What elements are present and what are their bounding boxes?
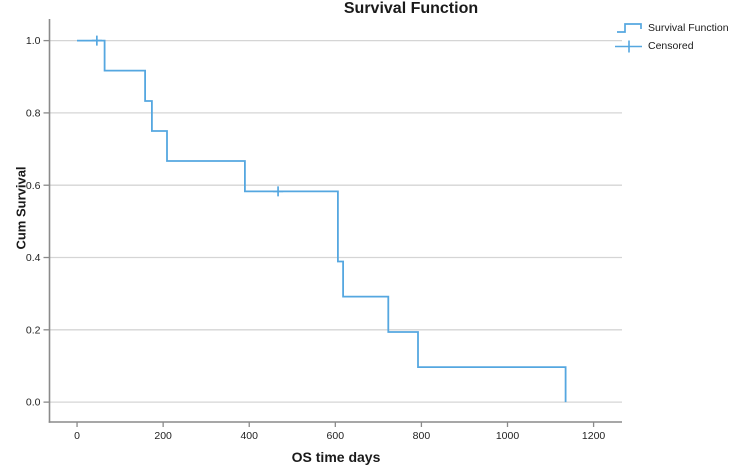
x-tick-label: 1200: [582, 430, 606, 442]
x-tick-label: 0: [74, 430, 80, 442]
legend: Survival Function Censored: [615, 19, 729, 55]
y-tick-label: 0.8: [26, 108, 41, 120]
plus-marker-icon: [615, 40, 642, 53]
y-tick-label: 1.0: [26, 35, 41, 47]
x-tick-label: 1000: [496, 430, 520, 442]
legend-label-censored: Censored: [648, 40, 694, 52]
y-tick-label: 0.4: [26, 252, 41, 264]
step-line-icon: [617, 23, 642, 33]
survival-step-line: [77, 39, 567, 403]
y-axis-label: Cum Survival: [13, 166, 29, 250]
y-tick-label: 0.2: [26, 324, 41, 336]
legend-label-survival-function: Survival Function: [648, 22, 729, 34]
x-tick-label: 800: [413, 430, 431, 442]
x-tick-label: 600: [327, 430, 345, 442]
x-tick-label: 200: [154, 430, 172, 442]
legend-item-survival-function: Survival Function: [615, 19, 729, 37]
legend-item-censored: Censored: [615, 37, 729, 55]
x-axis-label: OS time days: [291, 449, 381, 465]
y-tick-label: 0.0: [26, 397, 41, 409]
chart-title: Survival Function: [343, 0, 479, 17]
y-tick-label: 0.6: [26, 180, 41, 192]
x-tick-label: 400: [240, 430, 258, 442]
